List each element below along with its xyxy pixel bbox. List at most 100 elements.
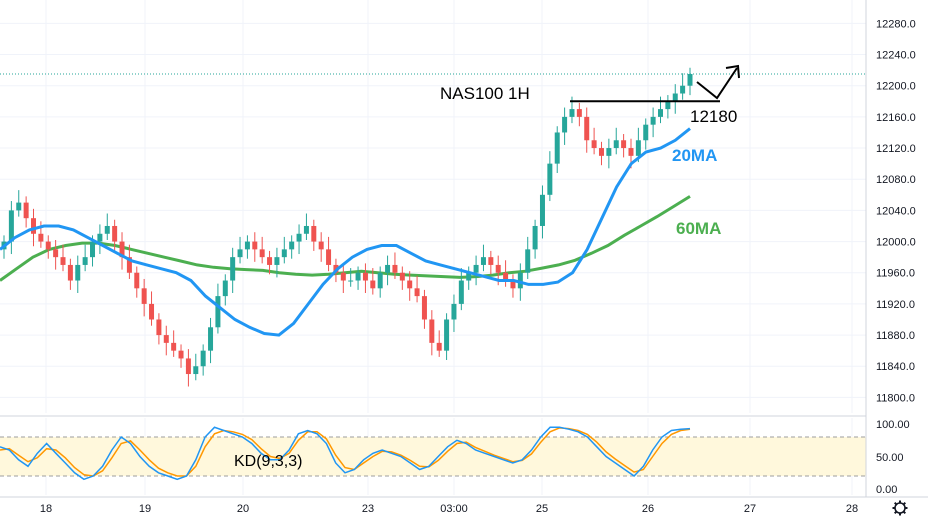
time-tick-label: 26: [642, 503, 654, 515]
candle-body: [340, 272, 346, 281]
candle-body: [318, 241, 324, 250]
candle-body: [134, 272, 140, 289]
price-tick-label: 12200.0: [876, 81, 916, 93]
settings-gear-icon[interactable]: [892, 500, 908, 516]
gear-tooth: [902, 510, 907, 515]
kd-tick-label: 50.00: [876, 452, 904, 464]
candle-body: [23, 202, 29, 219]
candle-body: [385, 264, 391, 273]
candle-body: [503, 272, 509, 281]
kd-d-line: [0, 427, 691, 477]
kd-band: [0, 437, 866, 476]
candle-body: [75, 264, 81, 281]
candle-body: [149, 303, 155, 320]
candle-body: [687, 74, 693, 86]
candle-body: [451, 303, 457, 320]
price-axis: 12280.0 12240.0 12200.0 12160.0 12120.0 12080…: [865, 0, 916, 497]
candle-body: [621, 140, 627, 149]
ma20-group: [0, 127, 691, 337]
price-tick-label: 11880.0: [876, 330, 915, 342]
kd-k-line: [0, 426, 691, 481]
candle-body: [215, 296, 221, 328]
candle-body: [628, 148, 634, 156]
time-tick-label: 03:00: [440, 503, 468, 515]
candle-body: [208, 327, 214, 351]
candle-body: [16, 202, 22, 211]
candle-body: [281, 249, 287, 258]
candle-body: [525, 249, 531, 273]
candle-body: [495, 264, 501, 273]
time-tick-label: 27: [744, 503, 756, 515]
price-tick-label: 11920.0: [876, 299, 915, 311]
candle-body: [591, 140, 597, 149]
candle-body: [429, 319, 435, 343]
candle-body: [303, 225, 309, 234]
kd-tick-label: 0.00: [876, 484, 897, 496]
candle-body: [267, 257, 273, 265]
price-tick-label: 11800.0: [876, 392, 915, 404]
candle-body: [8, 210, 14, 242]
price-tick-label: 11840.0: [876, 361, 915, 373]
ma60-label: 60MA: [676, 219, 721, 238]
candle-body: [510, 280, 516, 289]
candle-body: [112, 225, 118, 242]
kd-tick-label: 100.00: [876, 419, 910, 431]
candle-body: [665, 101, 671, 110]
time-tick-label: 25: [536, 503, 548, 515]
candle-body: [274, 257, 280, 265]
candle-body: [370, 280, 376, 289]
candle-body: [60, 257, 66, 265]
price-tick-label: 12000.0: [876, 237, 916, 249]
gear-tooth: [893, 510, 898, 515]
price-tick-label: 11960.0: [876, 268, 915, 280]
candle-body: [377, 272, 383, 289]
kd-panel: KD(9,3,3): [0, 426, 866, 481]
candle-body: [185, 358, 191, 375]
candle-body: [680, 85, 686, 94]
candle-body: [296, 233, 302, 242]
candle-body: [348, 280, 354, 282]
candle-body: [90, 241, 96, 258]
grid: [0, 0, 866, 495]
candle-body: [222, 280, 228, 297]
candle-body: [635, 140, 641, 156]
candle-body: [421, 296, 427, 320]
ma60-line: [0, 195, 691, 282]
candle-body: [598, 148, 604, 156]
candle-body: [119, 241, 125, 258]
ma20-label: 20MA: [672, 146, 717, 165]
ma60-group: [0, 195, 691, 282]
candle-body: [244, 241, 250, 250]
time-tick-label: 28: [846, 503, 858, 515]
candle-body: [126, 257, 132, 273]
level-label: 12180: [690, 107, 737, 126]
candle-body: [156, 319, 162, 336]
candle-body: [488, 257, 494, 265]
candles: [1, 67, 693, 387]
time-tick-label: 19: [139, 503, 151, 515]
instrument-label: NAS100 1H: [440, 84, 530, 103]
candle-body: [38, 233, 44, 242]
ma20-line: [0, 127, 691, 337]
time-axis: 18 19 20 23 03:00 25 26 27 28: [0, 496, 928, 516]
price-tick-label: 12280.0: [876, 18, 916, 30]
gear-tooth: [902, 501, 907, 506]
candle-body: [31, 218, 37, 234]
candle-body: [399, 272, 405, 281]
candle-body: [97, 233, 103, 242]
candle-body: [613, 140, 619, 149]
candle-body: [480, 257, 486, 265]
candle-body: [539, 194, 545, 226]
candle-body: [657, 109, 663, 117]
candle-body: [259, 249, 265, 258]
candle-body: [532, 225, 538, 250]
candle-body: [193, 366, 199, 375]
candle-body: [466, 272, 472, 281]
projection-arrow: [696, 67, 738, 100]
candle-body: [436, 342, 442, 351]
gear-ring: [894, 502, 906, 514]
candle-body: [289, 241, 295, 250]
candle-body: [576, 109, 582, 117]
